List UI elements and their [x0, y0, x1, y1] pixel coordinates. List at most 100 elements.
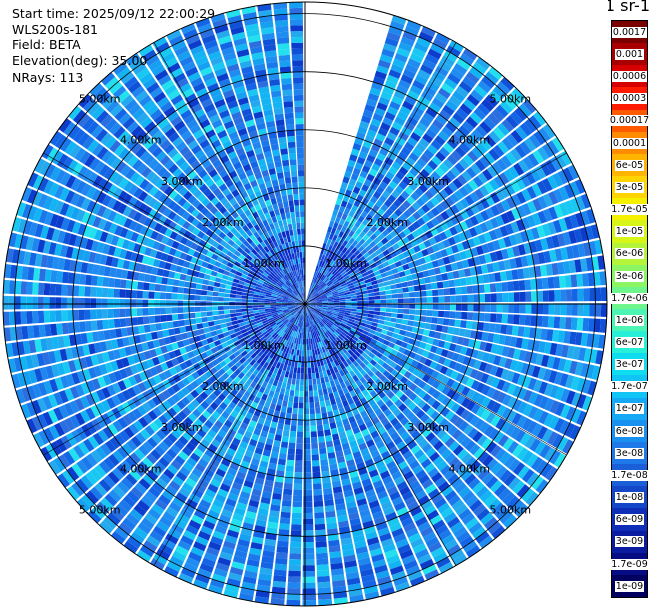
range-gate	[385, 312, 392, 317]
range-gate	[130, 232, 139, 242]
range-gate	[374, 370, 383, 378]
range-gate	[166, 397, 176, 407]
range-gate	[315, 535, 327, 542]
range-gate	[225, 376, 234, 385]
range-gate	[252, 337, 259, 343]
range-gate	[479, 421, 490, 434]
range-gate	[278, 313, 284, 317]
range-gate	[48, 198, 59, 212]
range-gate	[164, 262, 172, 270]
range-gate	[195, 395, 204, 404]
range-gate	[164, 228, 173, 238]
range-gate	[226, 350, 234, 357]
range-gate	[163, 468, 175, 480]
range-gate	[212, 530, 226, 540]
range-gate	[152, 241, 161, 250]
range-gate	[200, 400, 210, 410]
range-gate	[65, 373, 75, 387]
range-gate	[376, 241, 384, 249]
range-gate	[409, 506, 422, 517]
range-gate	[594, 287, 602, 302]
range-gate	[214, 277, 222, 283]
range-gate	[211, 439, 221, 448]
range-gate	[403, 309, 410, 314]
range-gate	[455, 303, 462, 311]
range-gate	[484, 219, 494, 231]
range-gate	[339, 297, 346, 300]
range-gate	[535, 460, 548, 475]
range-gate	[237, 427, 246, 436]
range-gate	[291, 419, 297, 426]
range-gate	[249, 373, 256, 381]
range-gate	[263, 388, 270, 396]
range-gate	[275, 552, 288, 559]
range-gate	[204, 387, 213, 396]
range-gate	[91, 240, 100, 252]
range-gate	[506, 133, 519, 147]
range-gate	[375, 248, 383, 256]
range-gate	[436, 556, 451, 569]
range-gate	[53, 407, 64, 421]
range-gate	[475, 331, 483, 341]
range-gate	[446, 45, 461, 58]
range-gate	[280, 287, 286, 292]
range-gate	[427, 377, 436, 386]
range-gate	[309, 413, 316, 420]
range-gate	[437, 288, 445, 296]
range-gate	[423, 164, 434, 175]
range-gate	[535, 278, 543, 290]
range-gate	[399, 394, 408, 403]
range-gate	[484, 313, 491, 322]
range-gate	[200, 438, 211, 448]
range-gate	[116, 258, 125, 269]
range-gate	[372, 334, 380, 341]
range-gate	[319, 328, 324, 335]
range-gate	[440, 55, 455, 67]
range-gate	[188, 294, 195, 301]
range-gate	[348, 318, 355, 323]
range-gate	[326, 272, 332, 278]
range-gate	[194, 483, 207, 494]
range-gate	[325, 440, 334, 448]
range-gate	[377, 337, 385, 344]
range-gate	[480, 210, 490, 221]
range-gate	[389, 522, 402, 533]
range-gate	[363, 434, 373, 443]
range-gate	[441, 174, 452, 185]
range-gate	[294, 306, 300, 309]
range-gate	[308, 385, 313, 391]
range-gate	[193, 541, 207, 552]
range-gate	[73, 444, 85, 459]
range-gate	[560, 303, 567, 316]
range-gate	[118, 499, 132, 512]
range-gate	[295, 297, 301, 301]
range-gate	[435, 224, 444, 234]
range-gate	[421, 26, 436, 38]
range-gate	[62, 470, 75, 485]
range-gate	[202, 410, 211, 419]
range-gate	[443, 50, 458, 62]
range-gate	[320, 334, 325, 341]
range-gate	[553, 453, 566, 468]
range-gate	[310, 305, 317, 307]
range-gate	[258, 309, 265, 313]
range-gate	[183, 307, 190, 313]
range-gate	[471, 403, 481, 415]
range-gate	[389, 20, 405, 31]
range-gate	[318, 260, 323, 267]
range-gate	[424, 463, 436, 474]
range-gate	[288, 559, 301, 566]
range-gate	[446, 350, 455, 360]
range-gate	[48, 425, 60, 440]
range-gate	[419, 316, 427, 323]
range-gate	[511, 194, 522, 207]
range-gate	[302, 344, 305, 351]
range-gate	[569, 214, 579, 229]
range-gate	[231, 346, 238, 354]
range-gate	[54, 185, 65, 199]
range-gate	[133, 187, 144, 199]
range-gate	[395, 248, 403, 256]
range-gate	[448, 254, 456, 263]
range-gate	[287, 576, 301, 583]
range-gate	[158, 457, 170, 468]
